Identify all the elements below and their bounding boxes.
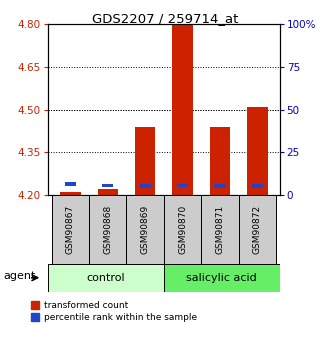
Text: agent: agent: [4, 272, 36, 281]
Bar: [48, 264, 164, 292]
Text: salicylic acid: salicylic acid: [186, 273, 257, 283]
Bar: [89, 195, 126, 264]
Bar: [135, 127, 156, 195]
Text: GSM90870: GSM90870: [178, 205, 187, 254]
Bar: [164, 264, 280, 292]
Text: GSM90871: GSM90871: [215, 205, 224, 254]
Bar: [210, 127, 230, 195]
Bar: [140, 184, 151, 188]
Bar: [172, 24, 193, 195]
Bar: [102, 184, 114, 187]
Bar: [214, 184, 225, 188]
Bar: [65, 183, 76, 186]
Bar: [126, 195, 164, 264]
Bar: [98, 189, 118, 195]
Text: GSM90872: GSM90872: [253, 205, 262, 254]
Text: GSM90867: GSM90867: [66, 205, 75, 254]
Bar: [177, 184, 188, 187]
Bar: [164, 195, 201, 264]
Bar: [247, 107, 267, 195]
Bar: [60, 192, 81, 195]
Legend: transformed count, percentile rank within the sample: transformed count, percentile rank withi…: [31, 301, 197, 322]
Text: GSM90869: GSM90869: [141, 205, 150, 254]
Bar: [201, 195, 239, 264]
Text: control: control: [87, 273, 125, 283]
Text: GDS2207 / 259714_at: GDS2207 / 259714_at: [92, 12, 239, 25]
Bar: [52, 195, 89, 264]
Bar: [239, 195, 276, 264]
Text: GSM90868: GSM90868: [103, 205, 112, 254]
Bar: [252, 184, 263, 188]
